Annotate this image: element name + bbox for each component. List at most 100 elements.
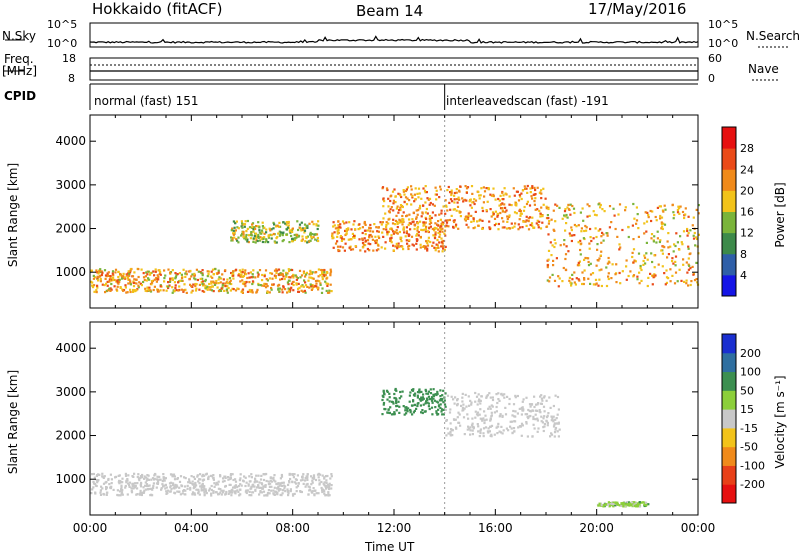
- velocity-echo: [162, 477, 165, 481]
- power-echo: [171, 291, 174, 294]
- velocity-echo: [207, 489, 211, 492]
- velocity-echo: [268, 492, 271, 495]
- velocity-echo: [262, 473, 265, 476]
- power-echo: [377, 235, 380, 238]
- velocity-echo: [227, 476, 230, 479]
- power-echo: [93, 290, 96, 293]
- velocity-echo: [181, 492, 184, 495]
- velocity-echo: [142, 491, 145, 494]
- power-echo: [643, 254, 646, 257]
- power-echo: [398, 208, 401, 212]
- velocity-echo: [541, 421, 544, 424]
- velocity-echo: [153, 472, 157, 476]
- power-echo: [588, 214, 591, 217]
- power-echo: [169, 277, 172, 280]
- power-echo: [395, 214, 398, 217]
- power-echo: [435, 243, 438, 246]
- power-echo: [501, 217, 504, 220]
- velocity-echo: [397, 400, 400, 403]
- velocity-echo: [237, 484, 240, 488]
- power-echo: [682, 263, 685, 266]
- power-echo: [592, 237, 595, 240]
- power-echo: [416, 232, 419, 235]
- power-echo: [425, 191, 428, 194]
- power-echo: [608, 226, 611, 229]
- power-echo: [424, 191, 427, 194]
- power-echo: [248, 276, 251, 279]
- power-echo: [505, 209, 508, 212]
- power-echo: [687, 268, 690, 271]
- power-echo: [573, 271, 576, 274]
- velocity-echo: [234, 490, 237, 493]
- power-echo: [325, 282, 328, 285]
- power-echo: [147, 277, 150, 280]
- power-echo: [625, 265, 628, 268]
- velocity-echo: [214, 483, 217, 486]
- power-echo: [156, 288, 159, 292]
- power-echo: [404, 196, 408, 199]
- power-echo: [323, 271, 326, 274]
- power-echo: [401, 220, 404, 223]
- power-echo: [569, 203, 572, 206]
- velocity-echo: [92, 472, 95, 476]
- power-echo: [159, 273, 162, 276]
- velocity-echo: [146, 488, 150, 491]
- power-echo: [554, 203, 557, 206]
- power-echo: [385, 228, 388, 231]
- velocity-echo: [258, 493, 261, 496]
- velocity-echo: [292, 476, 295, 479]
- velocity-echo: [120, 486, 123, 489]
- power-echo: [201, 277, 204, 280]
- power-echo: [544, 197, 547, 200]
- power-echo: [251, 282, 254, 286]
- power-echo: [419, 204, 422, 207]
- power-echo: [109, 289, 112, 292]
- power-echo: [156, 278, 159, 281]
- power-echo: [411, 194, 414, 198]
- power-echo: [231, 272, 234, 275]
- power-echo: [91, 286, 95, 289]
- power-echo: [197, 270, 200, 273]
- velocity-echo: [219, 491, 222, 494]
- velocity-echo: [643, 501, 646, 504]
- power-echo: [386, 188, 389, 192]
- power-echo: [442, 247, 445, 250]
- power-echo: [389, 195, 392, 198]
- power-echo: [309, 239, 312, 242]
- power-echo: [201, 282, 204, 286]
- velocity-echo: [92, 480, 95, 483]
- velocity-colorbar-tick: -200: [740, 478, 765, 491]
- velocity-echo: [101, 487, 104, 490]
- power-echo: [281, 291, 284, 294]
- power-echo: [229, 279, 232, 282]
- velocity-echo: [527, 408, 530, 412]
- power-echo: [601, 231, 604, 234]
- velocity-echo: [289, 490, 292, 493]
- power-echo: [691, 265, 694, 268]
- power-echo: [285, 228, 289, 231]
- velocity-echo: [328, 494, 331, 497]
- velocity-echo: [618, 504, 621, 507]
- velocity-echo: [194, 481, 197, 485]
- velocity-echo: [643, 504, 646, 508]
- power-echo: [377, 230, 380, 233]
- velocity-echo: [91, 473, 94, 476]
- velocity-echo: [489, 418, 492, 421]
- velocity-echo: [131, 484, 134, 487]
- power-echo: [147, 288, 150, 291]
- power-echo: [291, 275, 294, 278]
- velocity-echo: [260, 491, 263, 494]
- power-echo: [663, 223, 667, 226]
- velocity-echo: [117, 494, 120, 497]
- velocity-echo: [607, 502, 610, 505]
- power-echo: [525, 219, 528, 222]
- velocity-echo: [630, 503, 634, 506]
- velocity-echo: [138, 492, 142, 495]
- power-echo: [353, 234, 356, 237]
- velocity-echo: [386, 398, 389, 401]
- power-echo: [263, 275, 266, 278]
- power-echo: [126, 291, 129, 294]
- power-echo: [649, 272, 652, 275]
- velocity-echo: [542, 429, 545, 433]
- velocity-echo: [487, 407, 490, 410]
